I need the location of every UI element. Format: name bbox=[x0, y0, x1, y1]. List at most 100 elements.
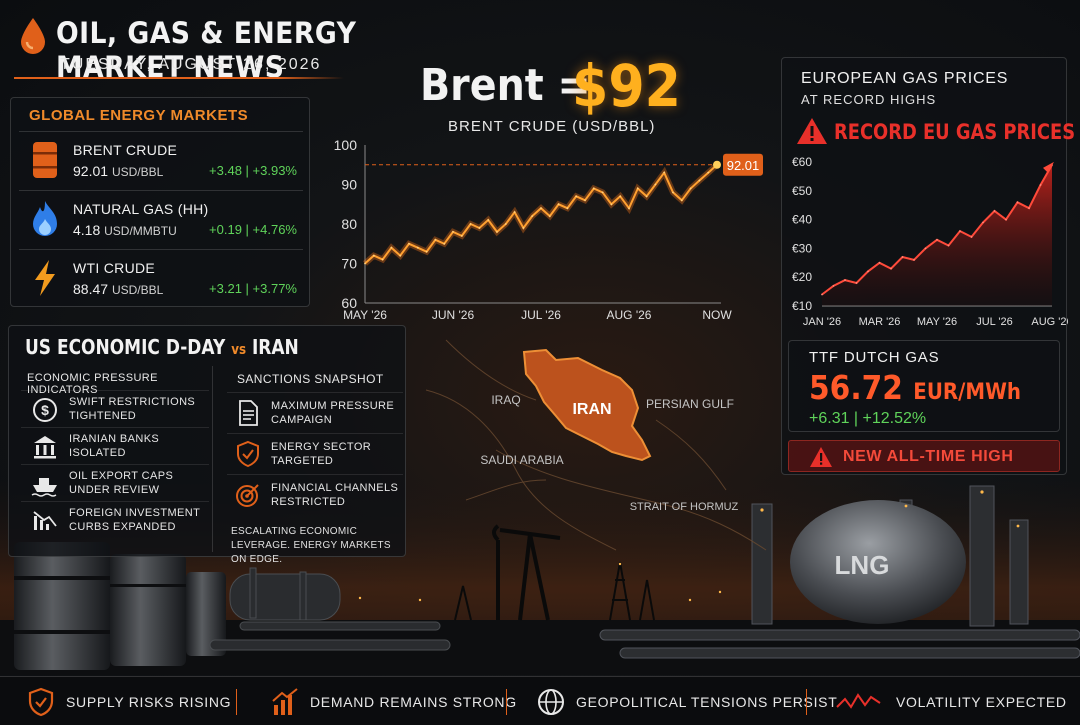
us-iran-title-start: US ECONOMIC D-DAY bbox=[25, 335, 226, 359]
footer-bar: SUPPLY RISKS RISING DEMAND REMAINS STRON… bbox=[0, 676, 1080, 725]
eu-gas-title: EUROPEAN GAS PRICES bbox=[801, 70, 1009, 87]
x-tick-label: MAY '26 bbox=[343, 308, 387, 322]
flame-icon bbox=[33, 201, 57, 236]
map-label-iraq: IRAQ bbox=[491, 393, 520, 407]
indicator-text: IRANIAN BANKS ISOLATED bbox=[69, 433, 160, 459]
sanction-text: FINANCIAL CHANNELS RESTRICTED bbox=[271, 482, 399, 508]
data-point bbox=[855, 282, 858, 284]
warning-icon bbox=[797, 118, 827, 144]
volatility-line-icon bbox=[836, 693, 881, 709]
data-point bbox=[947, 244, 950, 247]
data-point bbox=[959, 230, 961, 233]
header: OIL, GAS & ENERGY MARKET NEWS TUESDAY, A… bbox=[14, 10, 504, 85]
data-point bbox=[513, 211, 516, 214]
eu-gas-alert: RECORD EU GAS PRICES bbox=[834, 120, 1076, 144]
pressure-indicators-title: ECONOMIC PRESSURE INDICATORS bbox=[27, 372, 158, 396]
data-point bbox=[645, 195, 648, 198]
data-point bbox=[1028, 207, 1030, 209]
all-time-high-text: NEW ALL-TIME HIGH bbox=[843, 448, 1014, 465]
data-point bbox=[381, 258, 384, 261]
trend-arrow bbox=[1043, 161, 1054, 173]
map-label-persian-gulf: PERSIAN GULF bbox=[646, 397, 734, 411]
data-point bbox=[663, 171, 666, 174]
global-markets-title: GLOBAL ENERGY MARKETS bbox=[29, 107, 249, 124]
tanker-ship-icon bbox=[31, 478, 57, 497]
market-value-number: 92.01 bbox=[73, 163, 109, 179]
market-value-number: 4.18 bbox=[73, 222, 101, 238]
data-point bbox=[936, 238, 938, 241]
footer-divider bbox=[506, 689, 507, 715]
data-point bbox=[408, 242, 410, 245]
indicator-text: SWIFT RESTRICTIONS TIGHTENED bbox=[69, 396, 196, 422]
data-point bbox=[575, 195, 578, 198]
data-point bbox=[487, 219, 490, 221]
map-label-iran: IRAN bbox=[572, 401, 611, 418]
data-point bbox=[566, 207, 569, 210]
x-tick-label: AUG '26 bbox=[607, 308, 652, 322]
data-point bbox=[496, 231, 498, 233]
brent-headline: Brent = $92 bbox=[420, 52, 710, 122]
market-name: BRENT CRUDE bbox=[73, 142, 178, 158]
market-unit: USD/MMBTU bbox=[104, 224, 177, 238]
list-item: $ SWIFT RESTRICTIONS TIGHTENED bbox=[21, 390, 209, 427]
oil-barrels bbox=[14, 542, 226, 670]
data-point bbox=[636, 187, 639, 190]
market-value-number: 88.47 bbox=[73, 281, 109, 297]
data-point bbox=[867, 270, 869, 273]
x-tick-label: JUN '26 bbox=[432, 308, 475, 322]
list-item: ENERGY SECTOR TARGETED bbox=[227, 433, 403, 473]
market-name: NATURAL GAS (HH) bbox=[73, 201, 209, 217]
global-markets-panel: GLOBAL ENERGY MARKETS BRENT CRUDE 92.01 … bbox=[10, 97, 310, 307]
market-value: 92.01 USD/BBL bbox=[73, 163, 163, 179]
map-label-hormuz: STRAIT OF HORMUZ bbox=[630, 501, 739, 513]
market-value: 4.18 USD/MMBTU bbox=[73, 222, 177, 238]
data-point bbox=[584, 199, 586, 202]
us-iran-panel: US ECONOMIC D-DAY vs IRAN ECONOMIC PRESS… bbox=[8, 325, 406, 565]
ttf-change: +6.31 | +12.52% bbox=[809, 410, 927, 427]
brent-chart: 60 70 80 90 100 MAY '26 JUN '26 JUL '26 AUG '26 N… bbox=[334, 137, 763, 322]
x-tick-label: NOW bbox=[702, 308, 732, 322]
ttf-value: 56.72 EUR/MWh bbox=[809, 368, 1021, 407]
middle-east-map: IRAN IRAQ PERSIAN GULF SAUDI ARABIA STRA… bbox=[425, 339, 767, 551]
market-row-brent[interactable]: BRENT CRUDE 92.01 USD/BBL +3.48 | +3.93% bbox=[19, 131, 303, 187]
data-point bbox=[504, 223, 507, 225]
data-point bbox=[557, 203, 560, 206]
pressure-indicators: ECONOMIC PRESSURE INDICATORS $ SWIFT RES… bbox=[17, 366, 213, 552]
shield-warning-icon bbox=[237, 440, 259, 468]
data-point bbox=[1016, 201, 1019, 204]
eu-gas-subtitle: AT RECORD HIGHS bbox=[801, 92, 937, 107]
data-point bbox=[478, 227, 481, 229]
data-point bbox=[1005, 218, 1007, 221]
market-row-natgas[interactable]: NATURAL GAS (HH) 4.18 USD/MMBTU +0.19 | … bbox=[19, 190, 303, 246]
data-point bbox=[672, 191, 674, 194]
y-tick-label: 90 bbox=[341, 177, 357, 193]
y-tick-label: €60 bbox=[792, 155, 812, 169]
market-value: 88.47 USD/BBL bbox=[73, 281, 163, 297]
list-item: MAXIMUM PRESSURE CAMPAIGN bbox=[227, 392, 403, 432]
data-point bbox=[619, 195, 622, 198]
market-unit: USD/BBL bbox=[111, 283, 164, 297]
data-point bbox=[698, 179, 701, 182]
bank-icon bbox=[34, 436, 56, 459]
data-point bbox=[522, 227, 525, 229]
oil-barrel-icon bbox=[33, 142, 57, 178]
data-point bbox=[689, 187, 692, 190]
data-point bbox=[364, 262, 366, 265]
data-point bbox=[1039, 184, 1042, 186]
sanctions-snapshot: SANCTIONS SNAPSHOT MAXIMUM PRESSURE CAMP… bbox=[227, 366, 403, 565]
data-point bbox=[399, 254, 402, 257]
globe-icon bbox=[538, 689, 564, 715]
eu-gas-chart: €10 €20 €30 €40 €50 €60 JAN '26 MAR '26 MAY '26 J… bbox=[792, 155, 1068, 328]
y-tick-label: €30 bbox=[792, 241, 812, 255]
y-tick-label: €10 bbox=[792, 299, 812, 313]
document-icon bbox=[239, 400, 258, 426]
y-tick-label: €20 bbox=[792, 270, 812, 284]
iran-shape bbox=[522, 348, 652, 462]
market-row-wti[interactable]: WTI CRUDE 88.47 USD/BBL +3.21 | +3.77% bbox=[19, 249, 303, 305]
data-point bbox=[993, 210, 996, 212]
last-value-badge bbox=[723, 153, 763, 176]
ttf-value-number: 56.72 bbox=[809, 368, 903, 407]
y-tick-label: 70 bbox=[341, 256, 357, 272]
ttf-panel: TTF DUTCH GAS 56.72 EUR/MWh +6.31 | +12.… bbox=[788, 340, 1060, 432]
us-iran-vs: vs bbox=[231, 342, 247, 358]
